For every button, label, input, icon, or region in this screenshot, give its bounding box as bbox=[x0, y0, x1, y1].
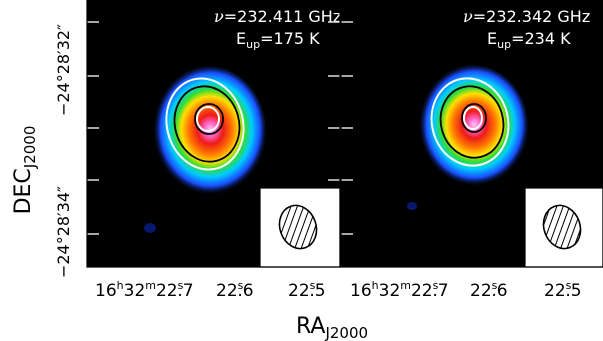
faint-blob bbox=[407, 202, 417, 210]
beam-ellipse-left bbox=[278, 204, 318, 250]
contour-mid bbox=[173, 85, 241, 163]
contour-inner-dark bbox=[461, 103, 487, 133]
panel-right-frame bbox=[340, 0, 603, 268]
panel-right: ν=232.342 GHz Eup=234 K bbox=[341, 0, 603, 268]
frequency-label-right: ν=232.342 GHz bbox=[463, 7, 590, 26]
contour-outer bbox=[165, 77, 245, 171]
energy-label-left: Eup=175 K bbox=[236, 29, 320, 51]
energy-label-right: Eup=234 K bbox=[487, 29, 571, 51]
x-tick-label-left-1: 22s.6 bbox=[216, 279, 254, 301]
contour-mid bbox=[439, 85, 505, 159]
beam-ellipse-right bbox=[542, 204, 582, 250]
contour-outer bbox=[430, 77, 510, 167]
beam-box-left bbox=[259, 187, 341, 268]
x-tick-label-right-2: 22s.5 bbox=[544, 279, 582, 301]
x-tick-label-right-1: 22s.6 bbox=[470, 279, 508, 301]
contour-inner-white bbox=[196, 106, 220, 132]
x-tick-label-left-2: 22s.5 bbox=[288, 279, 326, 301]
x-tick-label-right-0: 16h32m22s.7 bbox=[350, 279, 449, 301]
panel-left-frame bbox=[86, 0, 341, 268]
y-tick-label-top: −24°28′32″ bbox=[54, 24, 73, 116]
x-ticks bbox=[119, 258, 447, 267]
y-axis-label: DECJ2000 bbox=[11, 126, 39, 215]
frequency-label-left: ν=232.411 GHz bbox=[214, 7, 341, 26]
contour-inner-dark bbox=[194, 103, 224, 135]
faint-blob bbox=[144, 223, 156, 233]
beam-box-right bbox=[524, 187, 603, 268]
x-axis-label: RAJ2000 bbox=[296, 314, 368, 341]
panel-left: ν=232.411 GHz Eup=175 K bbox=[87, 0, 341, 268]
contour-inner-white bbox=[463, 106, 483, 130]
x-tick-label-left-0: 16h32m22s.7 bbox=[95, 279, 194, 301]
y-tick-label-bottom: −24°28′34″ bbox=[54, 186, 73, 278]
